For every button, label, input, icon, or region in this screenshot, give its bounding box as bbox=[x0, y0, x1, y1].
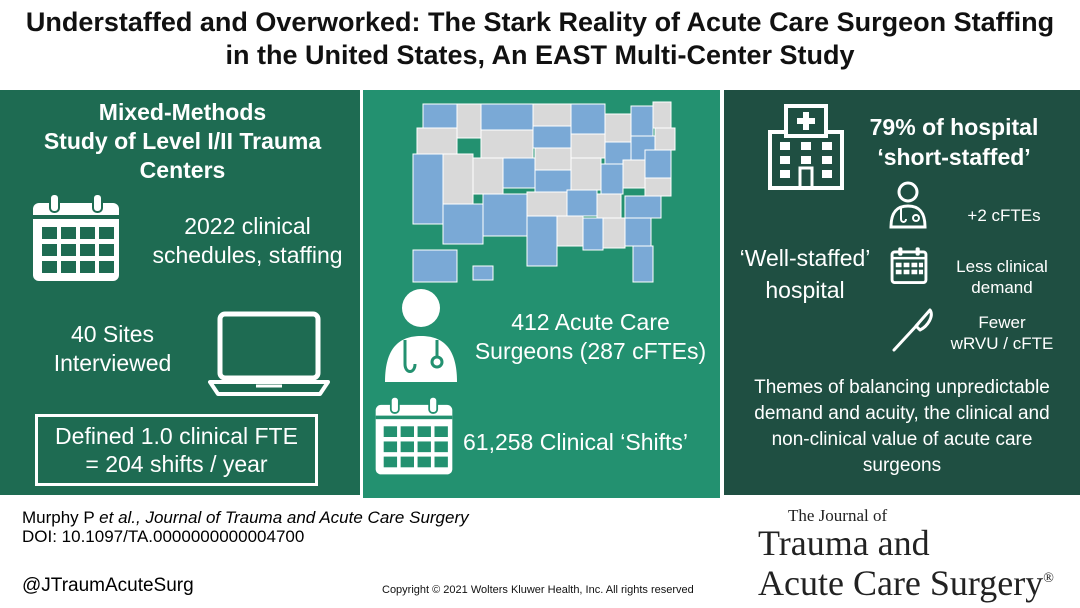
citation-author: Murphy P bbox=[22, 508, 100, 527]
journal-logo-line-2: Acute Care Surgery® bbox=[758, 563, 1054, 603]
us-map bbox=[403, 100, 688, 290]
sample-panel: 412 Acute Care Surgeons (287 cFTEs) 61,2… bbox=[363, 90, 720, 498]
laptop-icon bbox=[208, 310, 330, 396]
surgeons-text: 412 Acute Care Surgeons (287 cFTEs) bbox=[474, 309, 707, 364]
twitter-handle[interactable]: @JTraumAcuteSurg bbox=[22, 575, 194, 596]
fte-gain-text: +2 cFTEs bbox=[967, 206, 1041, 225]
methods-panel: Mixed-Methods Study of Level I/II Trauma… bbox=[0, 90, 360, 495]
title-line-1: Understaffed and Overworked: The Stark R… bbox=[25, 7, 1055, 37]
citation: Murphy P et al., Journal of Trauma and A… bbox=[22, 508, 469, 528]
journal-logo-small: The Journal of bbox=[788, 506, 888, 525]
findings-panel: 79% of hospital ‘short-staffed’ +2 cFTEs… bbox=[724, 90, 1080, 495]
doi: DOI: 10.1097/TA.0000000000004700 bbox=[22, 527, 305, 546]
citation-journal: et al., Journal of Trauma and Acute Care… bbox=[99, 508, 469, 527]
themes-text: Themes of balancing unpredictable demand… bbox=[754, 377, 1050, 476]
doctor-icon bbox=[888, 181, 928, 229]
surgeon-icon bbox=[381, 286, 461, 386]
calendar-icon bbox=[890, 245, 928, 287]
sites-text: 40 Sites Interviewed bbox=[53, 321, 172, 376]
calendar-icon bbox=[30, 193, 122, 285]
wrvu-text: Fewer wRVU / cFTE bbox=[950, 313, 1054, 353]
calendar-icon bbox=[373, 393, 455, 481]
journal-logo: The Journal of Trauma and Acute Care Sur… bbox=[758, 506, 1078, 601]
page-title: Understaffed and Overworked: The Stark R… bbox=[0, 6, 1080, 72]
scalpel-icon bbox=[888, 306, 936, 354]
hospital-icon bbox=[766, 102, 846, 192]
schedules-text: 2022 clinical schedules, staffing bbox=[152, 213, 343, 268]
journal-logo-line-1: Trauma and bbox=[758, 523, 930, 563]
well-staffed-text: ‘Well-staffed’ hospital bbox=[739, 245, 871, 303]
title-line-2: in the United States, An EAST Multi-Cent… bbox=[225, 40, 855, 70]
demand-text: Less clinical demand bbox=[956, 257, 1048, 297]
methods-heading: Mixed-Methods Study of Level I/II Trauma… bbox=[43, 99, 322, 183]
copyright: Copyright © 2021 Wolters Kluwer Health, … bbox=[382, 584, 694, 596]
registered-mark: ® bbox=[1043, 571, 1054, 586]
fte-definition-box: Defined 1.0 clinical FTE = 204 shifts / … bbox=[35, 414, 318, 486]
shifts-text: 61,258 Clinical ‘Shifts’ bbox=[463, 429, 689, 455]
short-staffed-text: 79% of hospital ‘short-staffed’ bbox=[869, 114, 1039, 170]
